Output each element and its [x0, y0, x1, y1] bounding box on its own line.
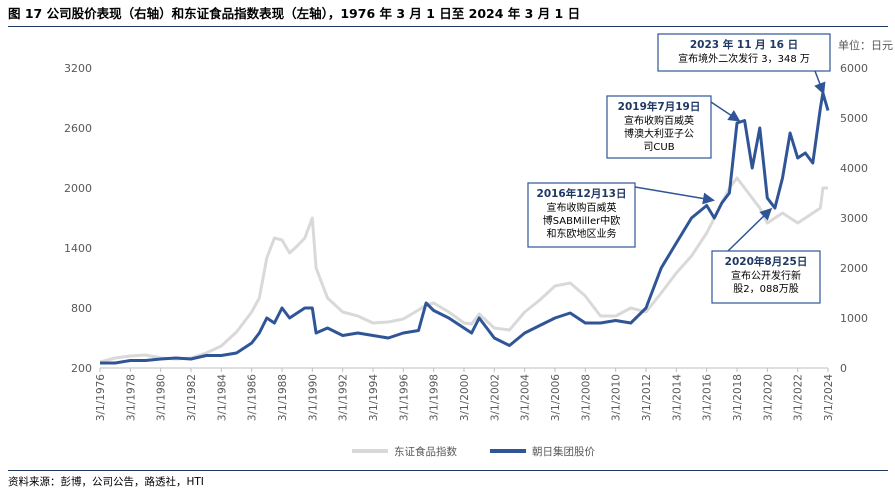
x-tick-label: 3/1/1990	[307, 374, 319, 421]
annotation-box	[606, 95, 712, 159]
annotation-arrow	[727, 207, 773, 252]
annotation-box	[657, 33, 831, 72]
annotation-text: 宣布收购百威英	[547, 201, 617, 214]
x-tick-label: 3/1/2018	[732, 374, 744, 421]
annotation-box	[527, 182, 636, 248]
annotation-text: 宣布公开发行新	[731, 269, 801, 282]
annotation-text: 司CUB	[643, 142, 674, 153]
right-tick-label: 3000	[840, 212, 868, 225]
right-tick-label: 0	[840, 362, 847, 375]
x-tick-label: 3/1/2022	[793, 374, 805, 421]
x-tick-label: 3/1/1986	[247, 374, 259, 421]
x-tick-label: 3/1/2006	[550, 374, 562, 421]
x-tick-label: 3/1/1998	[429, 374, 441, 421]
x-tick-label: 3/1/1976	[95, 374, 107, 421]
annotation-text: 博澳大利亚子公	[624, 127, 694, 140]
x-tick-label: 3/1/2010	[611, 374, 623, 421]
annotation-arrow	[634, 186, 715, 205]
x-tick-label: 3/1/2000	[459, 374, 471, 421]
left-tick-label: 3200	[64, 62, 92, 75]
right-tick-label: 5000	[840, 112, 868, 125]
annotation-arrow	[710, 101, 741, 122]
annotation-box	[711, 250, 821, 304]
right-axis-ticks: 0 1000 2000 3000 4000 5000 6000	[840, 62, 868, 375]
left-tick-label: 2600	[64, 122, 92, 135]
annotation-text: 股2，088万股	[733, 283, 798, 295]
annotation-text: 和东欧地区业务	[547, 227, 617, 240]
x-axis-ticks: 3/1/1976 3/1/1978 3/1/1980 3/1/1982 3/1/1984…	[95, 368, 835, 421]
x-tick-label: 3/1/1978	[125, 374, 137, 421]
annotation-text: 博SABMiller中欧	[543, 214, 620, 227]
figure-title: 图 17 公司股价表现（右轴）和东证食品指数表现（左轴），1976 年 3 月 …	[8, 2, 888, 27]
x-tick-label: 3/1/1984	[216, 374, 228, 421]
left-tick-label: 800	[71, 302, 92, 315]
x-tick-label: 3/1/1980	[156, 374, 168, 421]
annotation-title: 2020年8月25日	[725, 255, 808, 268]
x-tick-label: 3/1/1982	[186, 374, 198, 421]
annotation-title: 2019年7月19日	[618, 100, 701, 113]
legend-label: 朝日集团股价	[532, 445, 595, 458]
series-line-index	[99, 176, 828, 364]
series-lines	[99, 91, 830, 365]
annotation-title: 2016年12月13日	[537, 187, 627, 200]
x-tick-label: 3/1/2002	[489, 374, 501, 421]
x-tick-label: 3/1/2014	[671, 374, 683, 421]
unit-label: 单位：日元	[838, 38, 893, 52]
right-tick-label: 1000	[840, 312, 868, 325]
left-tick-label: 2000	[64, 182, 92, 195]
x-tick-label: 3/1/2012	[641, 374, 653, 421]
x-tick-label: 3/1/1988	[277, 374, 289, 421]
left-tick-label: 1400	[64, 242, 92, 255]
x-tick-label: 3/1/2008	[580, 374, 592, 421]
left-tick-label: 200	[71, 362, 92, 375]
footer-divider	[8, 470, 888, 471]
right-tick-label: 6000	[840, 62, 868, 75]
x-tick-label: 3/1/2024	[823, 374, 835, 421]
x-tick-label: 3/1/2020	[762, 374, 774, 421]
series-line-stock	[100, 91, 830, 365]
annotation-text: 宣布收购百威英	[624, 114, 694, 127]
x-tick-label: 3/1/1992	[338, 374, 350, 421]
legend: 东证食品指数 朝日集团股价	[352, 445, 595, 458]
x-tick-label: 3/1/1994	[368, 374, 380, 421]
source-note: 资料来源：彭博，公司公告，路透社，HTI	[8, 476, 204, 488]
annotation-arrow	[814, 70, 826, 95]
annotation-title: 2023 年 11 月 16 日	[690, 38, 798, 51]
right-tick-label: 4000	[840, 162, 868, 175]
x-tick-label: 3/1/2004	[520, 374, 532, 421]
annotation-text: 宣布境外二次发行 3，348 万	[678, 52, 810, 65]
left-axis-ticks: 200 800 1400 2000 2600 3200	[64, 62, 92, 375]
right-tick-label: 2000	[840, 262, 868, 275]
x-tick-label: 3/1/1996	[398, 374, 410, 421]
x-tick-label: 3/1/2016	[702, 374, 714, 421]
legend-label: 东证食品指数	[394, 445, 457, 458]
